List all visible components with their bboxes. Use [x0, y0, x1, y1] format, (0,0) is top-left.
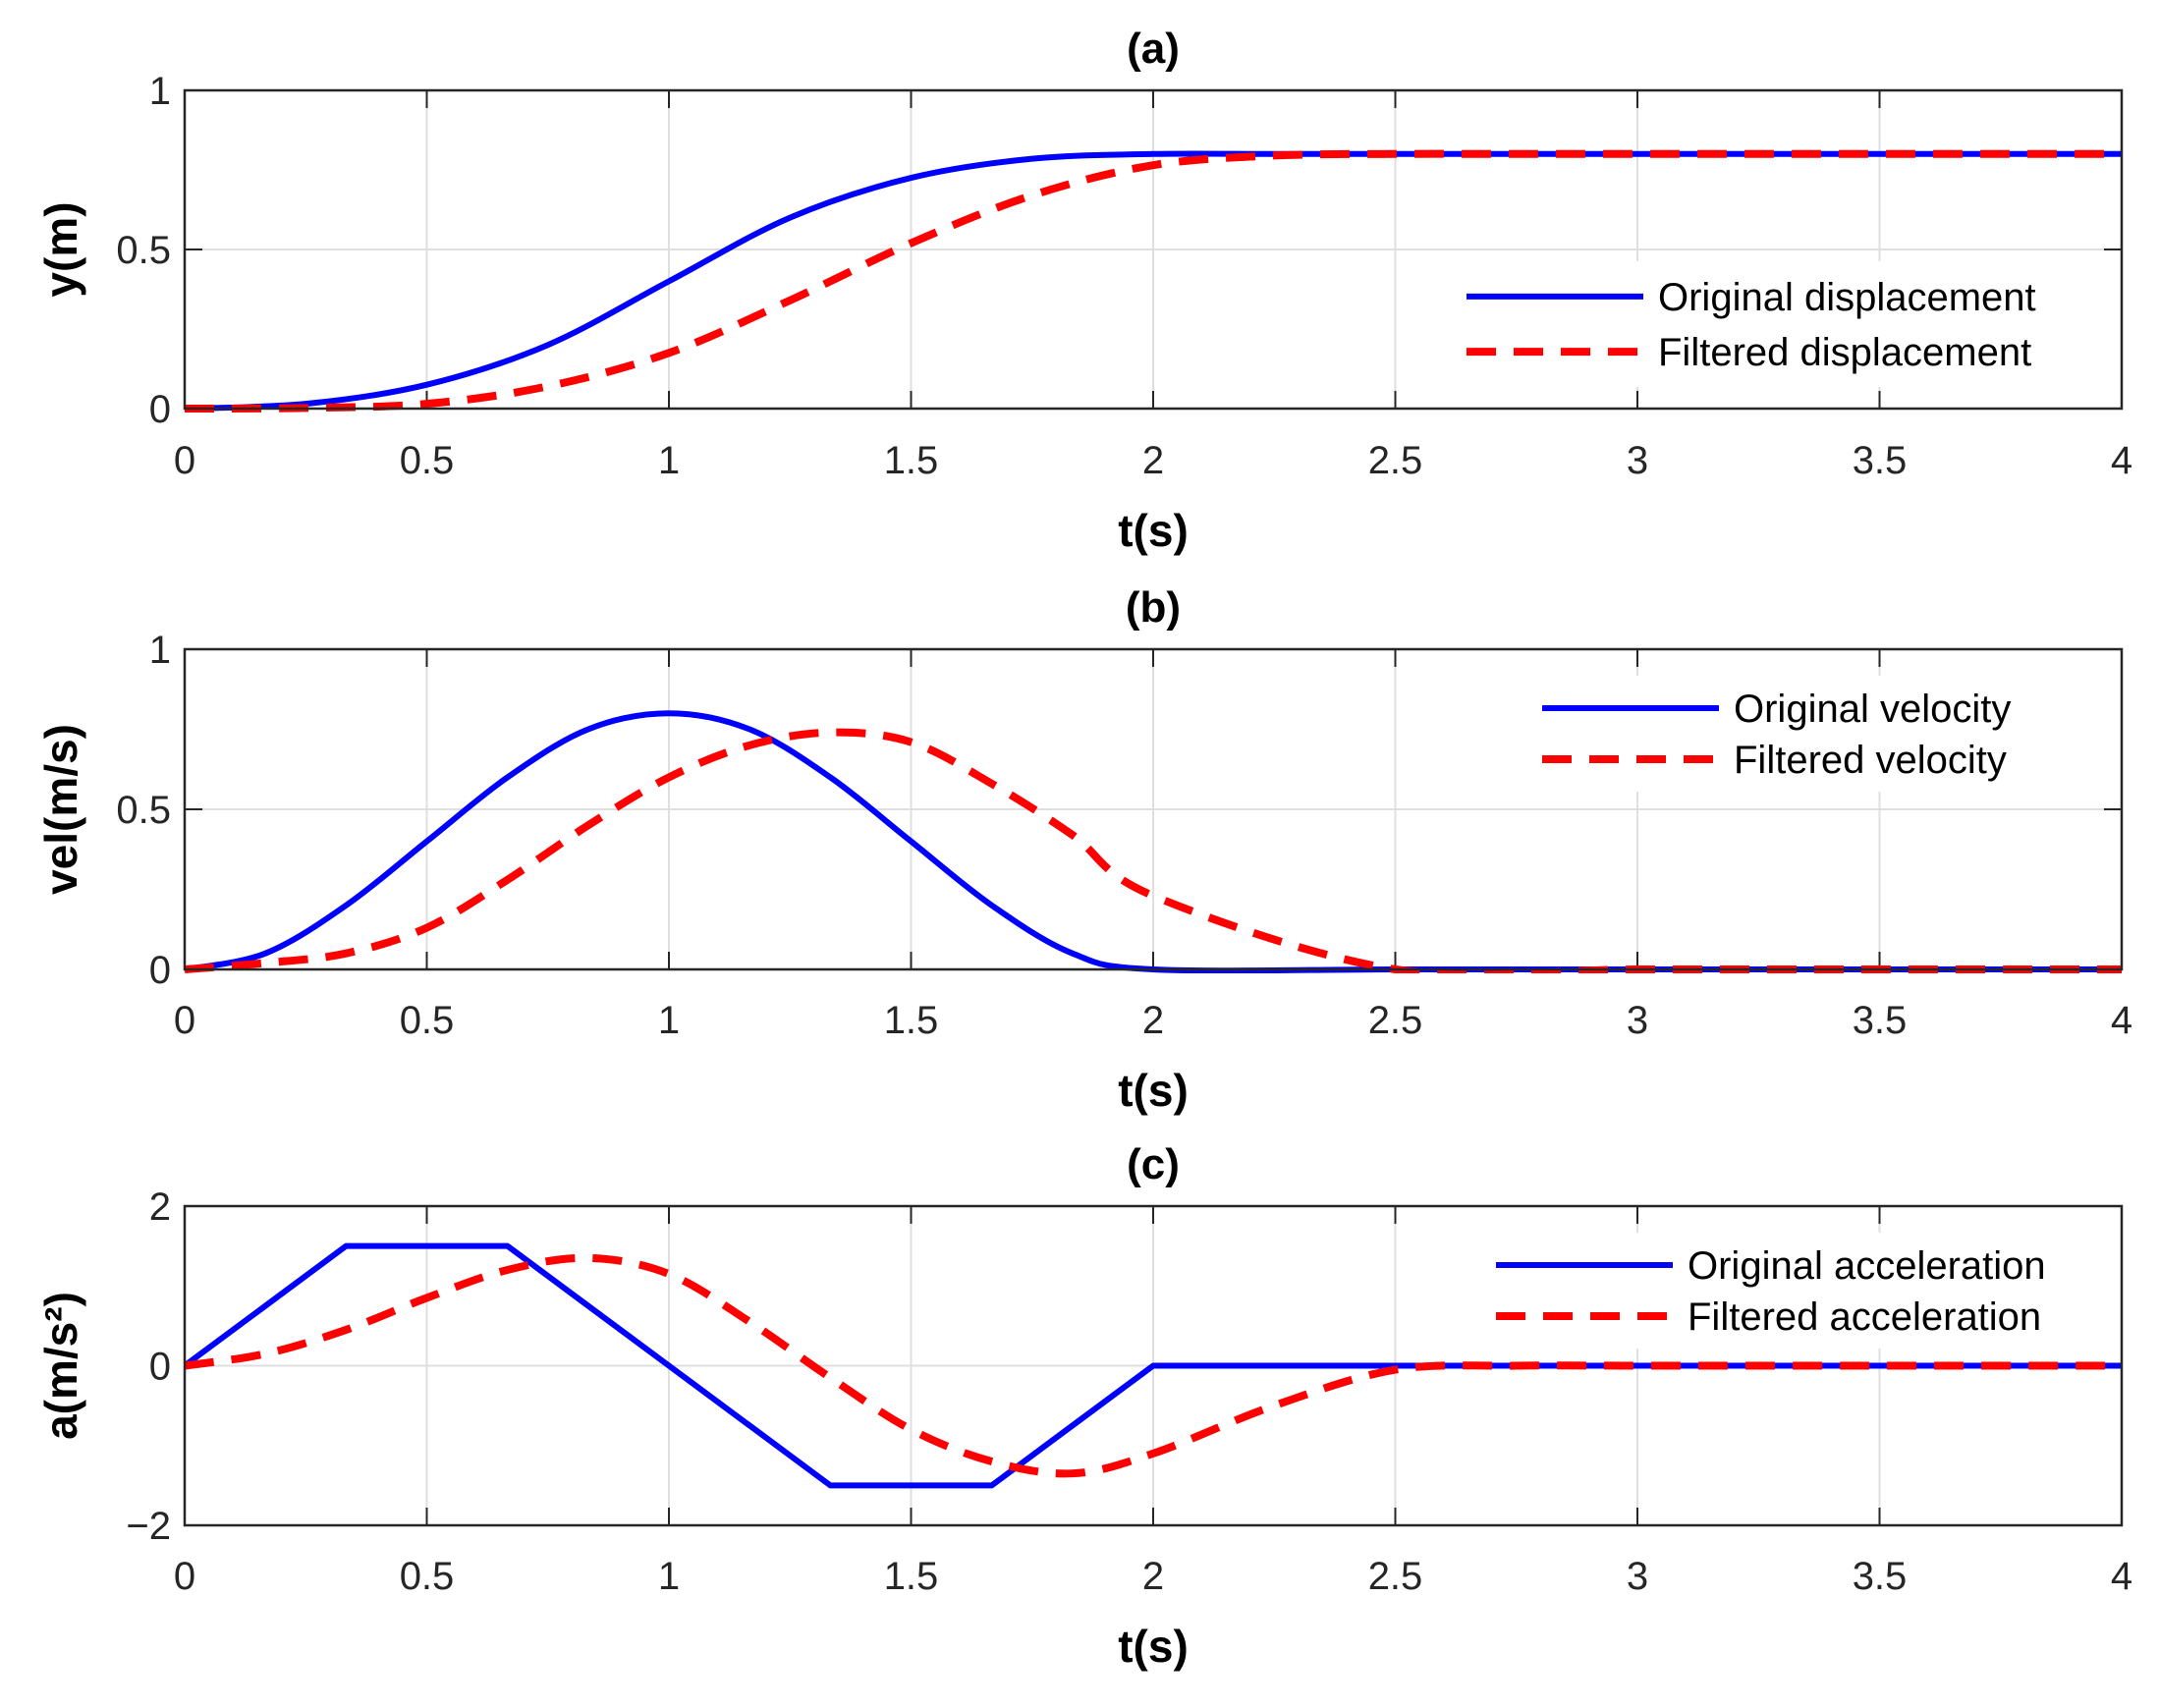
x-tick-label: 2	[1142, 1555, 1164, 1598]
x-tick-label: 1.5	[884, 999, 939, 1042]
x-tick-label: 4	[2111, 999, 2132, 1042]
chart-panel-3: 0 0.5 1 1.5 2 2.5 3 3.5 4−202(c)t(s)a(m/s²)Origi…	[35, 1140, 2132, 1672]
y-axis-label: y(m)	[35, 201, 86, 297]
x-tick-label: 3.5	[1853, 999, 1908, 1042]
x-tick-label: 1.5	[884, 1555, 939, 1598]
x-tick-label: 1	[658, 1555, 680, 1598]
legend-label: Filtered acceleration	[1688, 1295, 2041, 1339]
x-axis-label: t(s)	[1118, 505, 1189, 556]
legend-label: Original velocity	[1734, 688, 2011, 731]
x-tick-label: 2.5	[1368, 999, 1423, 1042]
x-axis-label: t(s)	[1118, 1621, 1189, 1672]
x-tick-label: 3.5	[1853, 439, 1908, 482]
chart-title: (c)	[1127, 1140, 1180, 1188]
x-tick-label: 1.5	[884, 439, 939, 482]
x-tick-label: 0.5	[400, 439, 455, 482]
y-tick-label: 0.5	[116, 229, 171, 272]
x-tick-label: 0	[174, 1555, 195, 1598]
legend-label: Filtered displacement	[1658, 331, 2031, 374]
chart-title: (a)	[1127, 25, 1180, 73]
y-axis-label: vel(m/s)	[35, 724, 86, 895]
legend: Original velocity Filtered velocity	[1532, 676, 2068, 792]
chart-panel-2: 0 0.5 1 1.5 2 2.5 3 3.5 4 0 0.5 1 (b) t(s) vel(m/s) Ori…	[35, 583, 2132, 1116]
y-tick-label: 0.5	[116, 789, 171, 832]
axes-box	[183, 1204, 2124, 1527]
y-tick-label: 0	[149, 1346, 171, 1389]
x-tick-label: 3	[1627, 439, 1648, 482]
series-line-filtered	[185, 1253, 2122, 1478]
y-axis-label: a(m/s²)	[35, 1292, 86, 1440]
chart-panel-1: 0 0.5 1 1.5 2 2.5 3 3.5 4 0 0.5 1 (a) t(s) y(m) Origina…	[35, 25, 2132, 556]
x-tick-label: 0.5	[400, 999, 455, 1042]
x-tick-label: 4	[2111, 439, 2132, 482]
legend: Original acceleration Filtered accelerati…	[1486, 1233, 2115, 1349]
chart-title: (b)	[1126, 583, 1181, 632]
legend-label: Filtered velocity	[1734, 739, 2007, 782]
x-tick-label: 2	[1142, 999, 1164, 1042]
y-tick-label: −2	[126, 1505, 171, 1548]
legend-label: Original acceleration	[1688, 1244, 2046, 1288]
x-tick-label: 0	[174, 999, 195, 1042]
axes-box	[183, 647, 2124, 971]
x-tick-label: 1	[658, 439, 680, 482]
x-tick-label: 2	[1142, 439, 1164, 482]
y-tick-label: 0	[149, 388, 171, 431]
x-axis-label: t(s)	[1118, 1065, 1189, 1116]
legend-box	[1532, 676, 2068, 792]
x-tick-label: 3	[1627, 999, 1648, 1042]
y-tick-label: 0	[149, 949, 171, 992]
x-tick-label: 0	[174, 439, 195, 482]
x-tick-label: 2.5	[1368, 439, 1423, 482]
x-tick-label: 1	[658, 999, 680, 1042]
axes-box	[183, 88, 2124, 411]
y-tick-label: 2	[149, 1185, 171, 1229]
y-tick-label: 1	[149, 70, 171, 113]
series-line-filtered	[185, 149, 2122, 413]
legend-label: Original displacement	[1658, 276, 2036, 319]
legend-box	[1457, 261, 2115, 387]
x-tick-label: 2.5	[1368, 1555, 1423, 1598]
x-tick-label: 0.5	[400, 1555, 455, 1598]
x-tick-label: 4	[2111, 1555, 2132, 1598]
legend-box	[1486, 1233, 2115, 1349]
x-tick-label: 3.5	[1853, 1555, 1908, 1598]
legend: Original displacement Filtered displaceme…	[1457, 261, 2115, 387]
x-tick-label: 3	[1627, 1555, 1648, 1598]
y-tick-label: 1	[149, 629, 171, 672]
